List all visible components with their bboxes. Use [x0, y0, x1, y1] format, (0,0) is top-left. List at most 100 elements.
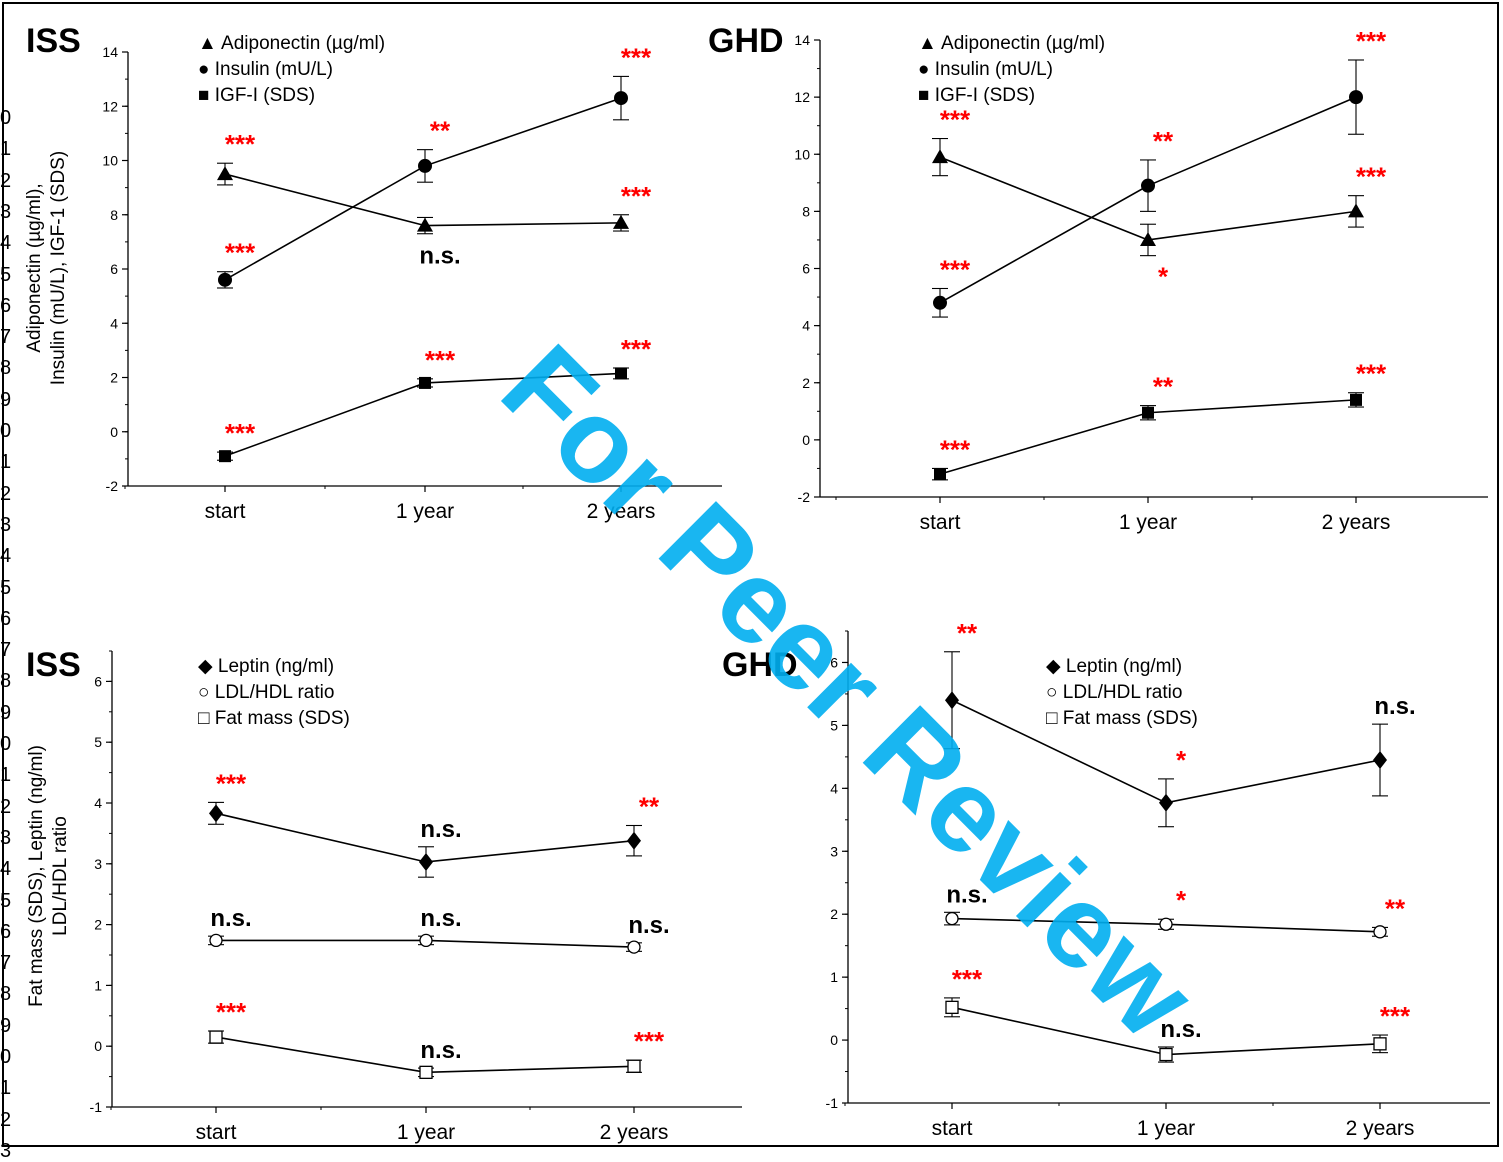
data-point — [219, 450, 231, 463]
significance-label: ** — [957, 618, 978, 648]
y-tick-label: -1 — [826, 1095, 839, 1111]
margin-line-number: 1 — [0, 451, 12, 474]
y-tick-label: 14 — [794, 32, 810, 48]
significance-label: *** — [634, 1026, 665, 1056]
panel-label: ISS — [26, 646, 81, 684]
y-tick-label: 0 — [110, 424, 118, 440]
significance-label: ** — [1385, 893, 1406, 923]
series-square: *** *** *** — [217, 334, 652, 463]
y-tick-label: 0 — [802, 432, 810, 448]
data-point — [218, 272, 232, 287]
legend-entry: □ Fat mass (SDS) — [198, 708, 350, 729]
y-axis-title: Fat mass (SDS), Leptin (ng/ml) LDL/HDL ra… — [26, 745, 71, 1007]
x-tick-label: 1 year — [1119, 511, 1177, 534]
series-open-circle: n.s. n.s. n.s. — [208, 905, 670, 954]
y-tick-label: 6 — [830, 654, 838, 670]
significance-label: n.s. — [946, 881, 987, 908]
data-point — [933, 295, 947, 310]
y-tick-label: 6 — [110, 261, 118, 277]
legend-entry: ▲ Adiponectin (µg/ml) — [918, 33, 1105, 54]
significance-label: *** — [940, 434, 971, 464]
y-tick-label: -2 — [106, 478, 119, 494]
margin-line-number: 1 — [0, 1077, 12, 1100]
significance-label: *** — [940, 254, 971, 284]
data-point — [1350, 393, 1362, 406]
data-point — [418, 158, 432, 173]
margin-line-number: 8 — [0, 983, 12, 1006]
y-tick-label: 6 — [802, 261, 810, 277]
x-tick-label: 2 years — [1322, 511, 1391, 534]
margin-line-number: 4 — [0, 232, 12, 255]
margin-line-number: 3 — [0, 200, 12, 223]
y-tick-label: 3 — [94, 856, 102, 872]
x-tick-label: start — [205, 500, 246, 523]
legend-entry: ■ IGF-I (SDS) — [918, 85, 1035, 106]
chart-panel-3: -1 0 1 2 3 4 5 6 start 1 year 2 years ISS Fat mass (… — [26, 646, 742, 1144]
y-tick-label: 14 — [102, 44, 118, 60]
y-axis-title-line: Fat mass (SDS), Leptin (ng/ml) — [26, 745, 47, 1007]
x-tick-label: 2 years — [600, 1121, 669, 1144]
significance-label: n.s. — [420, 816, 461, 843]
legend-entry: ○ LDL/HDL ratio — [198, 682, 334, 703]
chart-panel-2: -2 0 2 4 6 8 10 12 14 start 1 year 2 years GHD ▲ Adip… — [708, 22, 1488, 534]
margin-line-number: 0 — [0, 1046, 12, 1068]
margin-line-number: 8 — [0, 670, 12, 693]
legend-entry: ○ LDL/HDL ratio — [1046, 682, 1182, 703]
series-diamond: ***n.s. — [944, 618, 1416, 828]
legend-entry: ■ IGF-I (SDS) — [198, 85, 315, 106]
x-tick-label: 2 years — [1346, 1117, 1415, 1140]
y-tick-label: 10 — [794, 146, 810, 162]
data-point — [1349, 90, 1363, 105]
significance-label: *** — [1356, 359, 1387, 389]
data-point — [1140, 231, 1156, 246]
data-point — [419, 1065, 433, 1079]
x-tick-label: start — [920, 511, 961, 534]
chart-panel-4: -1 0 1 2 3 4 5 6 start 1 year 2 years GHD ◆ Leptin (… — [722, 618, 1490, 1140]
margin-line-number: 5 — [0, 889, 12, 912]
chart-panel-1: -2 0 2 4 6 8 10 12 14 start 1 year 2 years ISS Adipon… — [24, 22, 722, 523]
margin-line-number: 0 — [0, 107, 12, 129]
y-axis-title-line: Adiponectin (µg/ml), — [24, 183, 45, 352]
y-tick-label: 0 — [830, 1032, 838, 1048]
margin-line-number: 2 — [0, 169, 12, 192]
margin-line-number: 7 — [0, 952, 12, 975]
data-point — [627, 940, 641, 954]
data-point — [945, 1000, 959, 1014]
series-diamond: *** n.s. ** — [208, 768, 660, 878]
margin-line-number: 1 — [0, 138, 12, 161]
data-point — [1348, 203, 1364, 218]
margin-line-number: 4 — [0, 858, 12, 881]
significance-label: *** — [1380, 1001, 1411, 1031]
data-point — [934, 468, 946, 481]
y-tick-label: 3 — [830, 843, 838, 859]
series-open-square: *** n.s. *** — [208, 997, 665, 1079]
margin-line-number: 6 — [0, 920, 12, 943]
margin-line-number: 7 — [0, 326, 12, 349]
data-point — [627, 1059, 641, 1073]
y-tick-label: 0 — [94, 1038, 102, 1054]
y-axis-title: Adiponectin (µg/ml), Insulin (mU/L), IGF-… — [24, 151, 69, 385]
y-tick-label: -1 — [90, 1099, 103, 1115]
panel-label: ISS — [26, 22, 81, 60]
y-tick-label: 4 — [94, 795, 102, 811]
data-point — [1159, 917, 1173, 931]
significance-label: *** — [225, 418, 256, 448]
y-tick-label: 5 — [94, 734, 102, 750]
legend-entry: ● Insulin (mU/L) — [198, 59, 333, 80]
y-tick-label: 12 — [102, 98, 118, 114]
margin-line-number: 4 — [0, 545, 12, 568]
data-point — [1142, 406, 1154, 419]
y-tick-label: 2 — [110, 370, 118, 386]
margin-line-number: 0 — [0, 733, 12, 755]
data-point — [932, 149, 948, 164]
margin-line-number: 5 — [0, 576, 12, 599]
significance-label: *** — [621, 181, 652, 211]
data-point — [419, 852, 433, 871]
margin-line-number: 3 — [0, 513, 12, 536]
panel-label: GHD — [722, 646, 798, 684]
data-point — [419, 933, 433, 948]
significance-label: n.s. — [1374, 693, 1415, 720]
margin-line-number: 2 — [0, 482, 12, 505]
data-point — [419, 376, 431, 389]
significance-label: * — [1176, 885, 1187, 915]
